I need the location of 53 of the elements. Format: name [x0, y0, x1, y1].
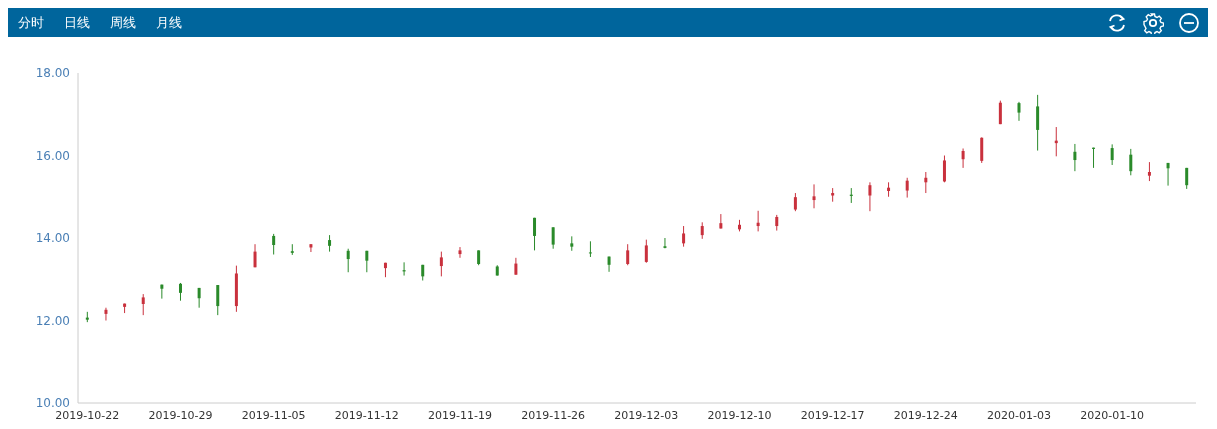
candlestick [1036, 94, 1040, 152]
x-tick-label: 2019-11-19 [428, 408, 492, 422]
candlestick [682, 225, 686, 248]
y-tick-label: 10.00 [35, 396, 70, 411]
candlestick [588, 240, 592, 258]
x-tick-label: 2019-12-17 [800, 408, 865, 422]
text: 月线 [155, 14, 183, 32]
y-tick-label: 18.00 [35, 66, 70, 81]
x-tick-label: 2019-11-12 [334, 408, 399, 422]
candlestick [644, 239, 648, 264]
x-tick-label: 2019-12-03 [614, 408, 679, 422]
candlestick [812, 183, 816, 209]
candlestick [346, 248, 350, 273]
candlestick [1073, 143, 1077, 172]
x-tick-label: 2019-10-22 [55, 408, 120, 422]
candlestick [663, 237, 667, 249]
y-tick-label: 16.00 [35, 148, 70, 163]
candlestick [533, 217, 537, 251]
candlestick [793, 192, 797, 212]
candlestick [104, 307, 108, 321]
text: 日线 [63, 14, 91, 32]
candlestick [458, 246, 462, 259]
x-tick-label: 2020-01-10 [1080, 408, 1145, 422]
text: 周线 [109, 14, 137, 32]
candlestick [961, 147, 965, 169]
candlestick [626, 243, 630, 266]
candlestick [141, 293, 145, 316]
candlestick [1147, 161, 1151, 182]
candlestick [551, 226, 555, 250]
candlestick [1110, 143, 1114, 166]
text: 分时 [17, 14, 45, 32]
candlestick [756, 210, 760, 232]
x-tick-label: 2020-01-03 [987, 408, 1051, 422]
candlestick [272, 233, 276, 255]
candlestick [607, 256, 611, 273]
candlestick [1017, 101, 1021, 122]
x-tick-label: 2019-11-26 [521, 408, 586, 422]
candlestick [160, 284, 164, 300]
x-tick-label: 2019-10-29 [148, 408, 213, 422]
y-tick-label: 14.00 [35, 231, 70, 246]
candlestick [439, 251, 443, 277]
candlestick [1129, 148, 1133, 176]
x-tick-label: 2019-11-05 [241, 408, 306, 422]
y-tick-label: 12.00 [35, 313, 70, 328]
candlestick [980, 136, 984, 164]
candlestick [309, 243, 313, 253]
candlestick [868, 181, 872, 212]
x-tick-label: 2019-12-10 [707, 408, 772, 422]
x-tick-label: 2019-12-24 [893, 408, 958, 422]
candlestick [216, 284, 220, 316]
candlestick [719, 213, 723, 230]
candlestick [905, 177, 909, 199]
candlestick [942, 155, 946, 183]
